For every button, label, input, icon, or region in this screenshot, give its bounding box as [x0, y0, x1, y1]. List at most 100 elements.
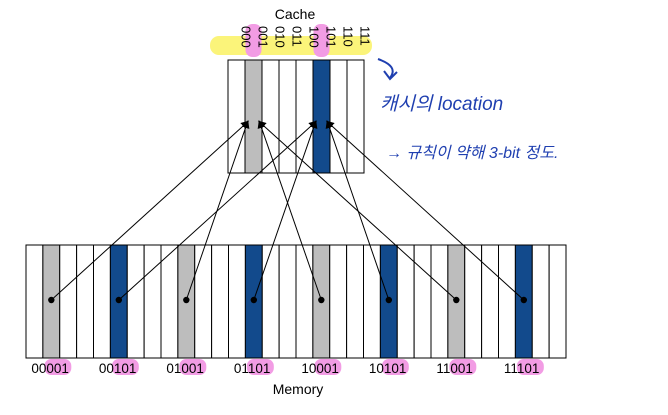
address-suffix-highlight [179, 359, 207, 375]
memory-address-label: 00001 [31, 361, 69, 376]
highlight-layer [210, 24, 372, 57]
memory-block-dot [250, 296, 258, 304]
cache-block-array [227, 59, 365, 174]
cache-index-label: 010 [273, 26, 288, 48]
memory-block [261, 244, 280, 359]
address-prefix: 01 [166, 361, 181, 376]
memory-block [464, 244, 483, 359]
memory-block [329, 244, 348, 359]
memory-address-label: 01101 [234, 361, 271, 376]
memory-block [211, 244, 229, 359]
memory-block [413, 244, 432, 359]
memory-block-dot [318, 296, 325, 304]
memory-block [346, 244, 364, 359]
memory-block [93, 244, 111, 359]
memory-block [430, 244, 449, 359]
memory-block [498, 244, 516, 359]
address-suffix-highlight [381, 359, 409, 375]
memory-block [363, 244, 381, 359]
index-highlight [313, 24, 330, 57]
memory-address-label: 00101 [99, 361, 137, 376]
memory-block [126, 244, 145, 359]
mapping-arrow [185, 120, 250, 301]
cache-index-label: 101 [324, 26, 339, 48]
memory-block [160, 244, 179, 359]
index-highlight [245, 24, 262, 57]
cache-block [346, 59, 365, 174]
mapping-arrows [48, 120, 528, 304]
address-suffix: 001 [450, 361, 473, 376]
cache-index-label: 011 [290, 26, 305, 47]
cache-block [261, 59, 280, 174]
memory-block [548, 244, 567, 359]
address-prefix: 11 [436, 361, 450, 376]
memory-block [143, 244, 162, 359]
address-suffix: 101 [114, 361, 137, 376]
cache-title: Cache [275, 6, 316, 22]
memory-block [278, 244, 297, 359]
cache-index-labels: 000 001 010 011 100 101 110 111 [239, 26, 373, 48]
memory-block [481, 244, 499, 359]
annotation-line-2: → 규칙이 약해 3-bit 정도. [386, 144, 558, 162]
memory-address-label: 10101 [369, 361, 407, 376]
memory-block-dot [453, 296, 460, 304]
pointer-arrowhead-icon [383, 70, 398, 81]
memory-block-array [25, 244, 567, 359]
address-suffix-highlight [449, 359, 477, 375]
address-prefix: 01 [234, 361, 249, 376]
cache-block [227, 59, 246, 174]
memory-address-label: 11101 [504, 361, 540, 376]
mapping-arrow [253, 120, 318, 301]
address-suffix: 001 [46, 361, 69, 376]
address-suffix-highlight [246, 359, 274, 375]
cache-block [312, 59, 331, 174]
memory-block [59, 244, 78, 359]
cache-block [278, 59, 297, 174]
cache-index-label: 001 [256, 26, 271, 48]
mapping-arrow [50, 120, 249, 301]
cache-index-label: 111 [358, 26, 373, 46]
address-suffix: 101 [517, 361, 540, 376]
address-suffix: 101 [248, 361, 271, 376]
mapping-arrow [257, 120, 322, 301]
address-prefix: 00 [99, 361, 114, 376]
memory-block [76, 244, 94, 359]
cache-block [329, 59, 348, 174]
cache-index-label: 000 [239, 26, 254, 48]
memory-address-labels: 00001 00101 01001 01101 10001 10101 11001 11101 [31, 359, 544, 376]
memory-address-label: 01001 [166, 361, 204, 376]
memory-address-label: 11001 [436, 361, 473, 376]
address-suffix-highlight [111, 359, 139, 375]
address-suffix-highlight [44, 359, 72, 375]
memory-title: Memory [273, 381, 324, 397]
memory-block [25, 244, 44, 359]
address-suffix-highlight [314, 359, 342, 375]
cache-block [244, 59, 263, 174]
mapping-arrow [258, 120, 457, 301]
handwritten-annotation: 캐시의 location → 규칙이 약해 3-bit 정도. [377, 58, 558, 162]
memory-address-label: 10001 [301, 361, 339, 376]
memory-block [396, 244, 415, 359]
address-suffix: 001 [181, 361, 204, 376]
memory-block-dot [115, 296, 123, 304]
address-prefix: 00 [31, 361, 46, 376]
memory-block-dot [48, 296, 55, 304]
cache-index-label: 100 [307, 26, 322, 48]
address-prefix: 10 [369, 361, 384, 376]
cache-block [295, 59, 314, 174]
memory-block-dot [385, 296, 393, 304]
cache-index-label: 110 [341, 26, 356, 47]
address-suffix-highlight [516, 359, 544, 375]
memory-block-dot [520, 296, 528, 304]
memory-block [228, 244, 246, 359]
address-suffix: 101 [384, 361, 407, 376]
memory-block [194, 244, 213, 359]
curved-pointer-icon [377, 58, 394, 79]
mapping-arrow [326, 120, 525, 301]
address-suffix: 001 [316, 361, 339, 376]
annotation-line-1: 캐시의 location [380, 94, 503, 115]
memory-block [531, 244, 550, 359]
memory-block [295, 244, 314, 359]
memory-block-dot [183, 296, 190, 304]
